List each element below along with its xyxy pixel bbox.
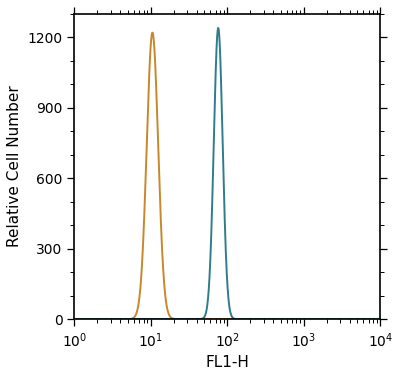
X-axis label: FL1-H: FL1-H — [206, 355, 249, 370]
Y-axis label: Relative Cell Number: Relative Cell Number — [7, 86, 22, 247]
